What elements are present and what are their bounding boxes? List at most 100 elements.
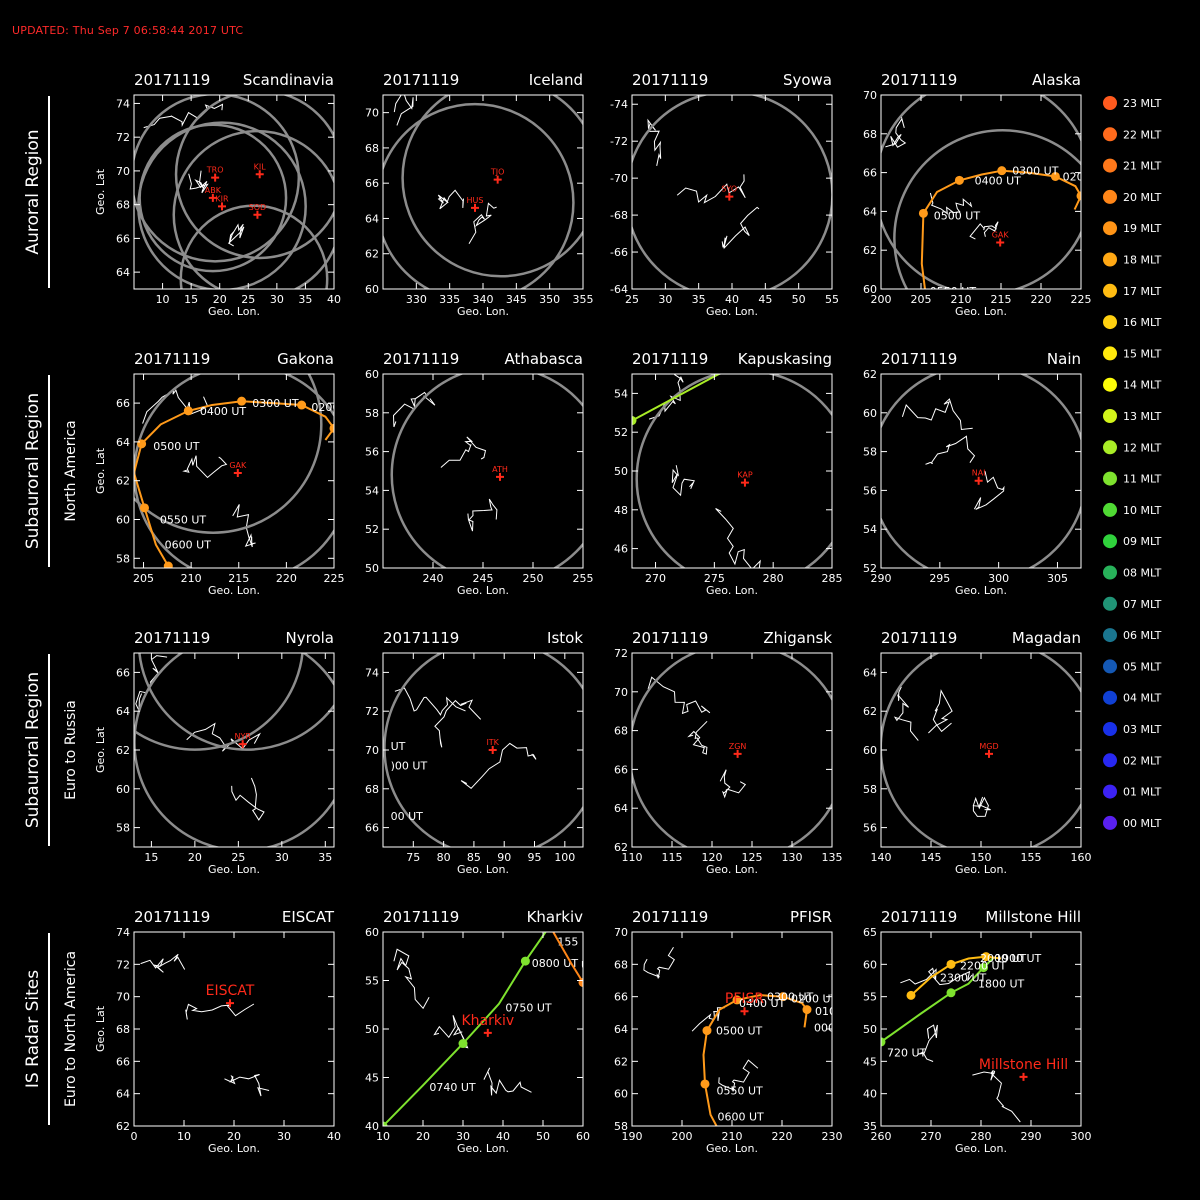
fov-circle [893, 129, 1081, 289]
track-time-label: 1800 UT [978, 978, 1025, 991]
y-tick-label: 72 [116, 958, 130, 971]
site-label: Kharkiv [461, 1013, 514, 1029]
x-tick-label: 15 [144, 851, 158, 864]
y-tick-label: 40 [365, 1120, 379, 1133]
plot-frame [631, 652, 833, 848]
coastline [232, 504, 256, 548]
y-tick-label: 66 [365, 822, 379, 835]
x-tick-label: 285 [822, 572, 843, 585]
legend-label: 12 MLT [1123, 441, 1162, 454]
coastline [719, 769, 747, 799]
coastline [647, 118, 662, 167]
fov-circle [383, 653, 583, 847]
satellite-track [920, 169, 1081, 289]
track-time-label: 0750 UT [505, 1002, 552, 1015]
track-time-label: 0400 UT [975, 174, 1022, 187]
track-point [297, 400, 307, 410]
panel-date: 20171119 [134, 629, 210, 647]
site-marker [226, 999, 234, 1008]
site-label: NYR [234, 732, 251, 741]
track-point [778, 992, 788, 1002]
track-point [979, 963, 988, 973]
coastline [182, 455, 228, 479]
track-time-label: 0550 UT [717, 1084, 764, 1097]
panel-date: 20171119 [383, 908, 459, 926]
y-tick-label: 66 [116, 666, 130, 679]
track-point [981, 952, 991, 962]
legend-label: 06 MLT [1123, 629, 1162, 642]
coastline [142, 389, 209, 424]
coastline [433, 1015, 469, 1049]
coastline [928, 689, 953, 734]
y-tick-label: 70 [863, 89, 877, 102]
map-area: ATH [390, 374, 583, 568]
x-axis-label: Geo. Lon. [706, 1142, 758, 1155]
legend-label: 05 MLT [1123, 660, 1162, 673]
track-time-label: 0200 UT [791, 992, 838, 1005]
y-tick-label: 64 [863, 205, 877, 218]
y-tick-label: 52 [863, 562, 877, 575]
map-panel: 20171119 Scandinavia TRO KIL KIR SOD ABK 10 15 20… [94, 71, 341, 318]
track-time-label: 0300 UT [767, 991, 814, 1004]
track-point [906, 990, 916, 1000]
site-label: PFISR [725, 991, 765, 1007]
y-tick-label: 62 [116, 475, 130, 488]
y-tick-label: 64 [365, 212, 379, 225]
legend-swatch [1103, 815, 1117, 830]
y-axis-label: Geo. Lat [94, 1005, 107, 1052]
y-tick-label: 64 [614, 802, 628, 815]
x-axis-label: Geo. Lon. [706, 584, 758, 597]
y-tick-label: 54 [365, 484, 379, 497]
y-tick-label: 68 [365, 142, 379, 155]
x-tick-label: 155 [1021, 851, 1042, 864]
y-tick-label: 72 [614, 647, 628, 660]
y-tick-label: 60 [365, 283, 379, 296]
row-label: Subauroral Region [23, 672, 43, 828]
map-area: NAI [881, 374, 1081, 568]
x-tick-label: 20 [188, 851, 202, 864]
y-axis-label: Geo. Lat [94, 168, 107, 215]
coastline [440, 436, 487, 468]
map-area: ZGN [632, 653, 832, 847]
map-panel: 20171119 EISCAT EISCAT 0 10 20 30 40 62 64 66 68 70 7… [94, 908, 341, 1155]
legend-label: 03 MLT [1123, 723, 1162, 736]
site-label: NAI [972, 469, 986, 478]
panel-title: Scandinavia [243, 71, 334, 89]
track-point [139, 503, 149, 513]
panel-title: Nain [1047, 350, 1081, 368]
y-tick-label: 66 [614, 763, 628, 776]
site-label: ITK [486, 738, 499, 747]
fov-circle [134, 374, 323, 534]
site-marker [740, 1007, 749, 1016]
legend-label: 19 MLT [1123, 222, 1162, 235]
y-tick-label: 72 [365, 705, 379, 718]
coastline [460, 742, 537, 789]
site-label: HUS [467, 196, 484, 205]
track-time-label: 0400 UT [739, 997, 786, 1010]
legend-label: 18 MLT [1123, 254, 1162, 267]
y-tick-label: 56 [863, 484, 877, 497]
legend-label: 01 MLT [1123, 786, 1162, 799]
y-tick-label: 62 [116, 744, 130, 757]
x-tick-label: 280 [971, 1130, 992, 1143]
y-tick-label: 46 [614, 543, 628, 556]
y-tick-label: 60 [365, 368, 379, 381]
x-tick-label: 200 [672, 1130, 693, 1143]
y-tick-label: 52 [614, 426, 628, 439]
y-tick-label: 68 [614, 725, 628, 738]
coastline [483, 1067, 532, 1096]
legend-swatch [1103, 96, 1117, 110]
track-time-label: 2200 UT [960, 960, 1007, 973]
map-area: EISCAT [140, 953, 270, 1097]
x-tick-label: 75 [406, 851, 420, 864]
x-tick-label: 255 [573, 572, 594, 585]
coastline [900, 967, 973, 986]
coastline [715, 508, 761, 568]
panel-title: Istok [547, 629, 583, 647]
plot-frame [382, 94, 584, 290]
x-axis-label: Geo. Lon. [955, 1142, 1007, 1155]
x-tick-label: 190 [622, 1130, 643, 1143]
x-tick-label: 40 [725, 293, 739, 306]
